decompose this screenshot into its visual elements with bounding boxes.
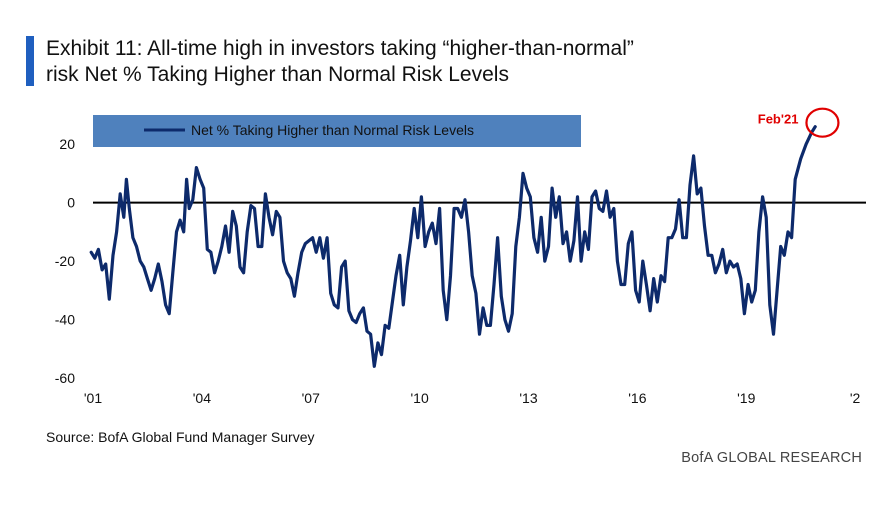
- annotations: Feb'21: [758, 107, 840, 138]
- y-tick-label: -20: [55, 253, 75, 269]
- y-tick-label: 0: [67, 195, 75, 211]
- series-line: [89, 125, 817, 368]
- x-tick-label: '01: [84, 390, 102, 406]
- title-accent-bar: [26, 36, 34, 86]
- chart-title: Exhibit 11: All-time high in investors t…: [46, 37, 634, 86]
- x-tick-label: '19: [737, 390, 755, 406]
- annotation-label: Feb'21: [758, 112, 799, 127]
- legend-label: Net % Taking Higher than Normal Risk Lev…: [191, 122, 474, 138]
- annotation-circle: [805, 107, 840, 138]
- y-tick-label: -40: [55, 312, 75, 328]
- legend: Net % Taking Higher than Normal Risk Lev…: [93, 115, 581, 147]
- x-tick-label: '10: [410, 390, 428, 406]
- y-axis-ticks: -60 -40 -20 0 20: [55, 136, 75, 386]
- x-tick-label: '16: [628, 390, 646, 406]
- x-tick-label: '04: [193, 390, 211, 406]
- x-tick-label: '07: [302, 390, 320, 406]
- x-tick-label: '2: [850, 390, 861, 406]
- x-axis-ticks: '01 '04 '07 '10 '13 '16 '19 '2: [84, 390, 861, 406]
- y-tick-label: 20: [59, 136, 75, 152]
- x-tick-label: '13: [519, 390, 537, 406]
- source-note: Source: BofA Global Fund Manager Survey: [46, 429, 315, 445]
- y-tick-label: -60: [55, 370, 75, 386]
- brand-label: BofA GLOBAL RESEARCH: [681, 450, 862, 466]
